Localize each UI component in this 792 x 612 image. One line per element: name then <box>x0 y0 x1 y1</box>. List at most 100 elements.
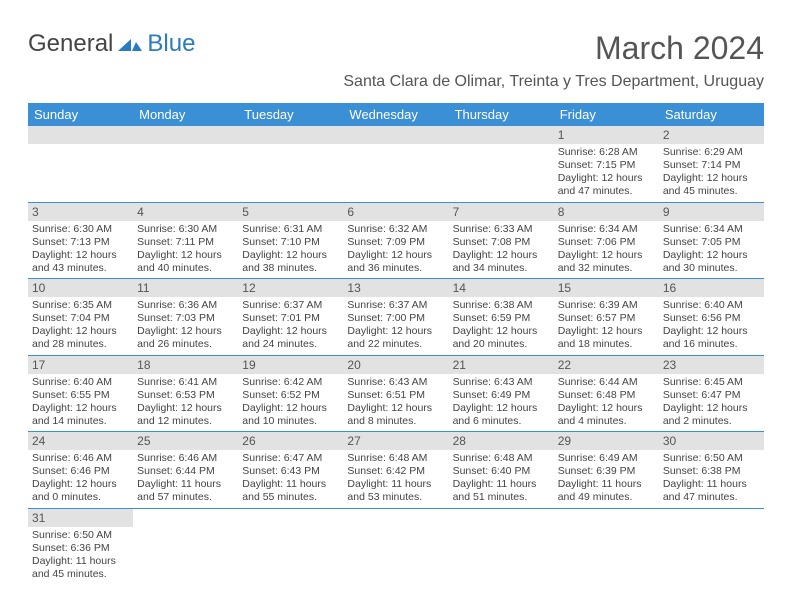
day-detail-line: Sunrise: 6:46 AM <box>32 452 129 465</box>
day-detail-line: Sunset: 7:03 PM <box>137 312 234 325</box>
day-details: Sunrise: 6:43 AMSunset: 6:49 PMDaylight:… <box>449 374 554 432</box>
day-number: 8 <box>554 203 659 221</box>
day-detail-line: Sunset: 7:13 PM <box>32 236 129 249</box>
day-detail-line: Sunset: 7:10 PM <box>242 236 339 249</box>
day-number: 31 <box>28 509 133 527</box>
day-detail-line: Sunrise: 6:41 AM <box>137 376 234 389</box>
calendar-day-cell: 3Sunrise: 6:30 AMSunset: 7:13 PMDaylight… <box>28 202 133 279</box>
day-detail-line: and 24 minutes. <box>242 338 339 351</box>
logo-icon <box>117 34 143 54</box>
calendar-day-cell: 31Sunrise: 6:50 AMSunset: 6:36 PMDayligh… <box>28 508 133 584</box>
day-detail-line: Daylight: 12 hours <box>558 325 655 338</box>
weekday-header: Wednesday <box>343 103 448 126</box>
calendar-day-cell: 17Sunrise: 6:40 AMSunset: 6:55 PMDayligh… <box>28 355 133 432</box>
calendar-week-row: 24Sunrise: 6:46 AMSunset: 6:46 PMDayligh… <box>28 432 764 509</box>
day-detail-line: Sunset: 7:05 PM <box>663 236 760 249</box>
day-detail-line: and 28 minutes. <box>32 338 129 351</box>
calendar-day-cell <box>28 126 133 202</box>
day-detail-line: Daylight: 12 hours <box>663 325 760 338</box>
day-details: Sunrise: 6:44 AMSunset: 6:48 PMDaylight:… <box>554 374 659 432</box>
day-detail-line: and 8 minutes. <box>347 415 444 428</box>
day-detail-line: Daylight: 11 hours <box>453 478 550 491</box>
day-detail-line: Sunset: 6:47 PM <box>663 389 760 402</box>
day-detail-line: and 49 minutes. <box>558 491 655 504</box>
day-detail-line: Sunset: 7:08 PM <box>453 236 550 249</box>
calendar-day-cell: 30Sunrise: 6:50 AMSunset: 6:38 PMDayligh… <box>659 432 764 509</box>
day-detail-line: Sunset: 6:40 PM <box>453 465 550 478</box>
day-detail-line: Daylight: 12 hours <box>663 402 760 415</box>
day-detail-line: Sunset: 6:48 PM <box>558 389 655 402</box>
day-detail-line: and 20 minutes. <box>453 338 550 351</box>
day-detail-line: Sunrise: 6:37 AM <box>242 299 339 312</box>
day-details: Sunrise: 6:37 AMSunset: 7:01 PMDaylight:… <box>238 297 343 355</box>
day-number: 23 <box>659 356 764 374</box>
calendar-day-cell: 10Sunrise: 6:35 AMSunset: 7:04 PMDayligh… <box>28 279 133 356</box>
day-detail-line: Sunset: 6:56 PM <box>663 312 760 325</box>
calendar-day-cell: 16Sunrise: 6:40 AMSunset: 6:56 PMDayligh… <box>659 279 764 356</box>
calendar-day-cell: 11Sunrise: 6:36 AMSunset: 7:03 PMDayligh… <box>133 279 238 356</box>
calendar-day-cell: 12Sunrise: 6:37 AMSunset: 7:01 PMDayligh… <box>238 279 343 356</box>
logo: General Blue <box>28 30 195 58</box>
day-detail-line: Sunrise: 6:37 AM <box>347 299 444 312</box>
day-detail-line: and 43 minutes. <box>32 262 129 275</box>
calendar-day-cell <box>343 508 448 584</box>
calendar-day-cell <box>343 126 448 202</box>
weekday-header: Sunday <box>28 103 133 126</box>
day-detail-line: and 36 minutes. <box>347 262 444 275</box>
empty-day-bar <box>133 126 238 144</box>
day-detail-line: Daylight: 11 hours <box>242 478 339 491</box>
day-details: Sunrise: 6:40 AMSunset: 6:56 PMDaylight:… <box>659 297 764 355</box>
day-detail-line: Sunrise: 6:43 AM <box>453 376 550 389</box>
day-detail-line: Sunrise: 6:31 AM <box>242 223 339 236</box>
day-detail-line: and 6 minutes. <box>453 415 550 428</box>
day-detail-line: Sunset: 6:44 PM <box>137 465 234 478</box>
day-number: 18 <box>133 356 238 374</box>
calendar-day-cell: 26Sunrise: 6:47 AMSunset: 6:43 PMDayligh… <box>238 432 343 509</box>
day-detail-line: Sunset: 7:11 PM <box>137 236 234 249</box>
calendar-day-cell: 7Sunrise: 6:33 AMSunset: 7:08 PMDaylight… <box>449 202 554 279</box>
calendar-day-cell: 20Sunrise: 6:43 AMSunset: 6:51 PMDayligh… <box>343 355 448 432</box>
day-number: 16 <box>659 279 764 297</box>
day-detail-line: Sunrise: 6:30 AM <box>32 223 129 236</box>
day-detail-line: Sunrise: 6:35 AM <box>32 299 129 312</box>
day-detail-line: Sunrise: 6:33 AM <box>453 223 550 236</box>
calendar-day-cell: 8Sunrise: 6:34 AMSunset: 7:06 PMDaylight… <box>554 202 659 279</box>
day-detail-line: Sunset: 6:59 PM <box>453 312 550 325</box>
calendar-day-cell: 4Sunrise: 6:30 AMSunset: 7:11 PMDaylight… <box>133 202 238 279</box>
day-detail-line: Sunrise: 6:40 AM <box>32 376 129 389</box>
day-number: 27 <box>343 432 448 450</box>
day-detail-line: Sunrise: 6:34 AM <box>663 223 760 236</box>
day-number: 15 <box>554 279 659 297</box>
day-detail-line: Sunset: 6:53 PM <box>137 389 234 402</box>
day-number: 30 <box>659 432 764 450</box>
calendar-week-row: 1Sunrise: 6:28 AMSunset: 7:15 PMDaylight… <box>28 126 764 202</box>
day-number: 6 <box>343 203 448 221</box>
day-details: Sunrise: 6:35 AMSunset: 7:04 PMDaylight:… <box>28 297 133 355</box>
day-detail-line: Sunset: 7:04 PM <box>32 312 129 325</box>
calendar-day-cell <box>238 508 343 584</box>
day-detail-line: Sunset: 7:00 PM <box>347 312 444 325</box>
day-detail-line: Sunrise: 6:30 AM <box>137 223 234 236</box>
day-detail-line: Sunrise: 6:49 AM <box>558 452 655 465</box>
day-detail-line: and 45 minutes. <box>663 185 760 198</box>
location-subtitle: Santa Clara de Olimar, Treinta y Tres De… <box>343 73 764 91</box>
day-number: 9 <box>659 203 764 221</box>
day-detail-line: and 47 minutes. <box>663 491 760 504</box>
day-detail-line: Sunset: 6:46 PM <box>32 465 129 478</box>
day-detail-line: Sunrise: 6:50 AM <box>32 529 129 542</box>
calendar-week-row: 3Sunrise: 6:30 AMSunset: 7:13 PMDaylight… <box>28 202 764 279</box>
day-detail-line: Sunrise: 6:48 AM <box>347 452 444 465</box>
empty-day-bar <box>343 126 448 144</box>
calendar-week-row: 17Sunrise: 6:40 AMSunset: 6:55 PMDayligh… <box>28 355 764 432</box>
day-detail-line: Sunset: 6:38 PM <box>663 465 760 478</box>
day-details: Sunrise: 6:37 AMSunset: 7:00 PMDaylight:… <box>343 297 448 355</box>
day-detail-line: and 57 minutes. <box>137 491 234 504</box>
weekday-header: Monday <box>133 103 238 126</box>
day-detail-line: Sunrise: 6:39 AM <box>558 299 655 312</box>
weekday-header: Tuesday <box>238 103 343 126</box>
day-details: Sunrise: 6:28 AMSunset: 7:15 PMDaylight:… <box>554 144 659 202</box>
calendar-day-cell <box>449 126 554 202</box>
day-detail-line: and 53 minutes. <box>347 491 444 504</box>
day-details: Sunrise: 6:48 AMSunset: 6:40 PMDaylight:… <box>449 450 554 508</box>
day-detail-line: Sunrise: 6:50 AM <box>663 452 760 465</box>
